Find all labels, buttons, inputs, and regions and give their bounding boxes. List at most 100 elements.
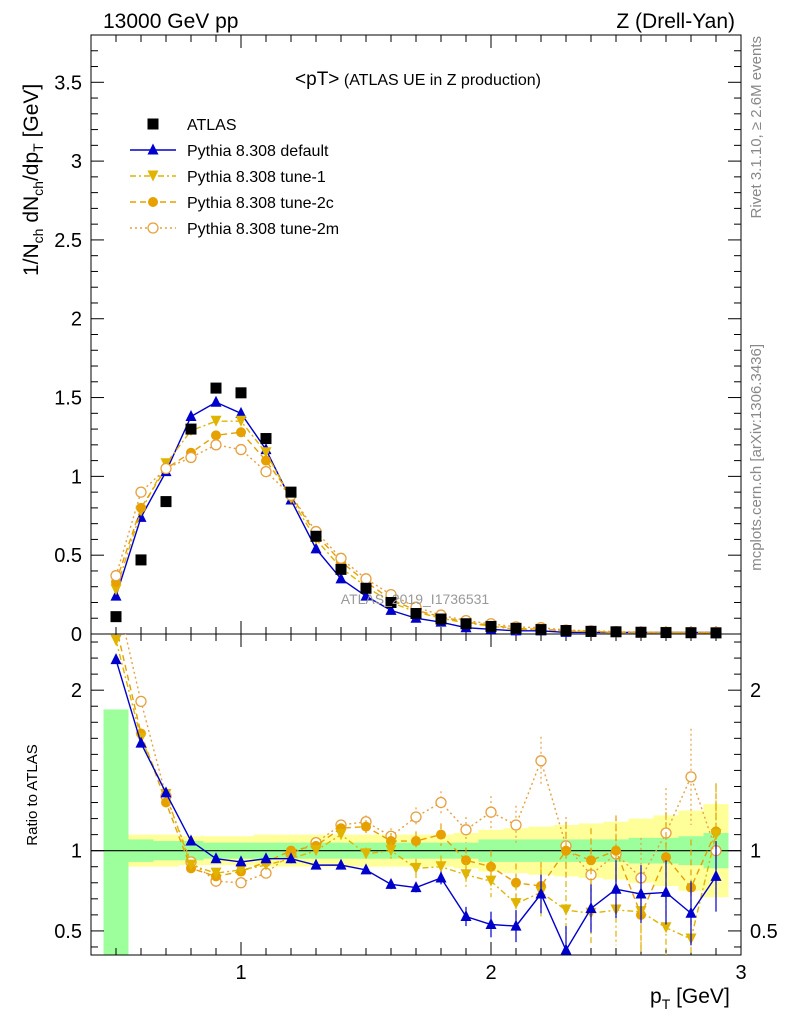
data-point-atlas [435,613,447,625]
xlabel: pT [GeV] [650,985,730,1012]
data-point-atlas [685,627,697,639]
ratio-point-pythia-8-308-tune-2c [461,855,471,866]
data-point-pythia-8-308-tune-1 [110,584,122,596]
data-point-atlas [560,625,572,637]
main-ylabel: 1/Nch dNch/dpT [GeV] [20,84,46,276]
ratio-point-pythia-8-308-default [660,885,672,897]
ratio-point-pythia-8-308-default [110,653,122,665]
data-point-atlas [335,563,347,575]
ratio-point-pythia-8-308-default [260,852,272,864]
ratio-y-tick-label: 1 [71,841,82,863]
y-tick-label: 3.5 [54,72,82,94]
ratio-point-pythia-8-308-default [410,881,422,893]
ratio-point-pythia-8-308-tune-1 [210,867,222,879]
ratio-point-pythia-8-308-default [435,871,447,883]
ratio-point-pythia-8-308-default [160,786,172,798]
ratio-point-pythia-8-308-tune-2c [511,877,521,888]
data-point-atlas [610,626,622,638]
data-point-atlas [460,618,472,630]
data-point-atlas [260,433,272,445]
ratio-point-pythia-8-308-default [335,858,347,870]
ratio-y-tick-label-right: 0.5 [750,921,778,943]
legend-label-pythia-8-308-tune-2m: Pythia 8.308 tune-2m [187,221,339,238]
data-point-pythia-8-308-tune-1 [260,447,272,459]
ratio-point-pythia-8-308-tune-2c [286,845,296,856]
ratio-point-pythia-8-308-tune-1 [710,829,722,841]
ratio-point-pythia-8-308-tune-1 [410,862,422,874]
ratio-line-pythia-8-308-default [115,659,717,952]
data-point-atlas [210,382,222,394]
data-point-atlas [585,625,597,637]
ratio-y-tick-label: 2 [71,680,82,702]
ratio-point-pythia-8-308-default [210,852,222,864]
data-point-atlas [310,530,322,542]
y-tick-label: 2.5 [54,230,82,252]
ratio-point-pythia-8-308-default [485,918,497,930]
data-point-pythia-8-308-tune-2c [261,455,271,466]
data-point-pythia-8-308-default [385,603,397,615]
data-point-pythia-8-308-tune-2m [260,465,272,478]
ratio-ylabel: Ratio to ATLAS [24,744,41,845]
legend-marker-pythia-8-308-tune-2c [148,197,158,207]
ratio-point-pythia-8-308-default [360,863,372,875]
band-inner [103,709,129,955]
analysis-title-main: <pT> [295,69,339,90]
ratio-point-pythia-8-308-default [685,906,697,918]
legend-label-pythia-8-308-default: Pythia 8.308 default [187,143,329,160]
data-point-pythia-8-308-tune-2c [136,502,146,513]
legend-marker-pythia-8-308-tune-1 [147,170,159,182]
ratio-point-pythia-8-308-default [610,882,622,894]
analysis-title: <pT> (ATLAS UE in Z production) [295,69,541,90]
data-point-atlas [360,582,372,594]
legend-marker-pythia-8-308-tune-2m [147,222,159,234]
ratio-point-pythia-8-308-tune-1 [385,845,397,857]
ratio-point-pythia-8-308-default [635,887,647,899]
ratio-point-pythia-8-308-default [385,877,397,889]
chart-layer: 1 2 3 0 0.5 1 1.5 2 2.5 3 3.5 0.5 0.5 1 1 2 2 [54,34,778,984]
ratio-point-pythia-8-308-tune-1 [185,859,197,871]
data-point-pythia-8-308-tune-2m [335,552,347,564]
ratio-point-pythia-8-308-tune-1 [335,829,347,841]
ratio-point-pythia-8-308-tune-1 [485,875,497,887]
y-tick-label: 2 [71,309,82,331]
ratio-point-pythia-8-308-tune-2c [611,845,621,856]
ratio-point-pythia-8-308-tune-1 [660,922,672,934]
ratio-point-pythia-8-308-tune-2c [661,852,671,863]
x-tick-label: 1 [235,962,246,984]
data-point-pythia-8-308-tune-2m [210,439,222,451]
data-point-pythia-8-308-tune-2c [211,430,221,441]
ratio-point-pythia-8-308-default [460,909,472,921]
ratio-point-pythia-8-308-default [185,834,197,846]
ratio-line-pythia-8-308-tune-1 [115,640,717,940]
data-point-atlas [485,620,497,632]
ratio-point-pythia-8-308-default [510,919,522,931]
data-point-atlas [535,624,547,636]
analysis-title-sub: (ATLAS UE in Z production) [344,72,541,89]
data-point-atlas [385,596,397,608]
ratio-point-pythia-8-308-tune-1 [360,848,372,860]
data-point-pythia-8-308-tune-1 [210,415,222,427]
ratio-point-pythia-8-308-tune-1 [560,904,572,916]
data-point-pythia-8-308-tune-2m [360,573,372,585]
ratio-point-pythia-8-308-default [285,852,297,864]
ratio-point-pythia-8-308-tune-2m [435,796,447,809]
ratio-point-pythia-8-308-tune-1 [510,898,522,910]
data-point-pythia-8-308-default [185,409,197,421]
data-point-atlas [235,387,247,399]
ratio-point-pythia-8-308-default [710,869,722,881]
data-point-atlas [185,423,197,435]
ratio-point-pythia-8-308-tune-2m [535,755,547,767]
y-tick-label: 0.5 [54,545,82,567]
data-point-atlas [710,627,722,639]
legend-label-pythia-8-308-tune-2c: Pythia 8.308 tune-2c [187,195,334,212]
data-point-atlas [135,554,147,566]
ratio-point-pythia-8-308-tune-2c [586,855,596,866]
data-point-atlas [110,611,122,623]
y-tick-label: 3 [71,151,82,173]
data-point-pythia-8-308-tune-2m [135,486,147,498]
legend: ATLAS Pythia 8.308 default Pythia 8.308 tu… [130,117,339,238]
data-point-atlas [635,626,647,638]
ratio-point-pythia-8-308-default [535,887,547,899]
process-label: Z (Drell-Yan) [616,10,735,33]
